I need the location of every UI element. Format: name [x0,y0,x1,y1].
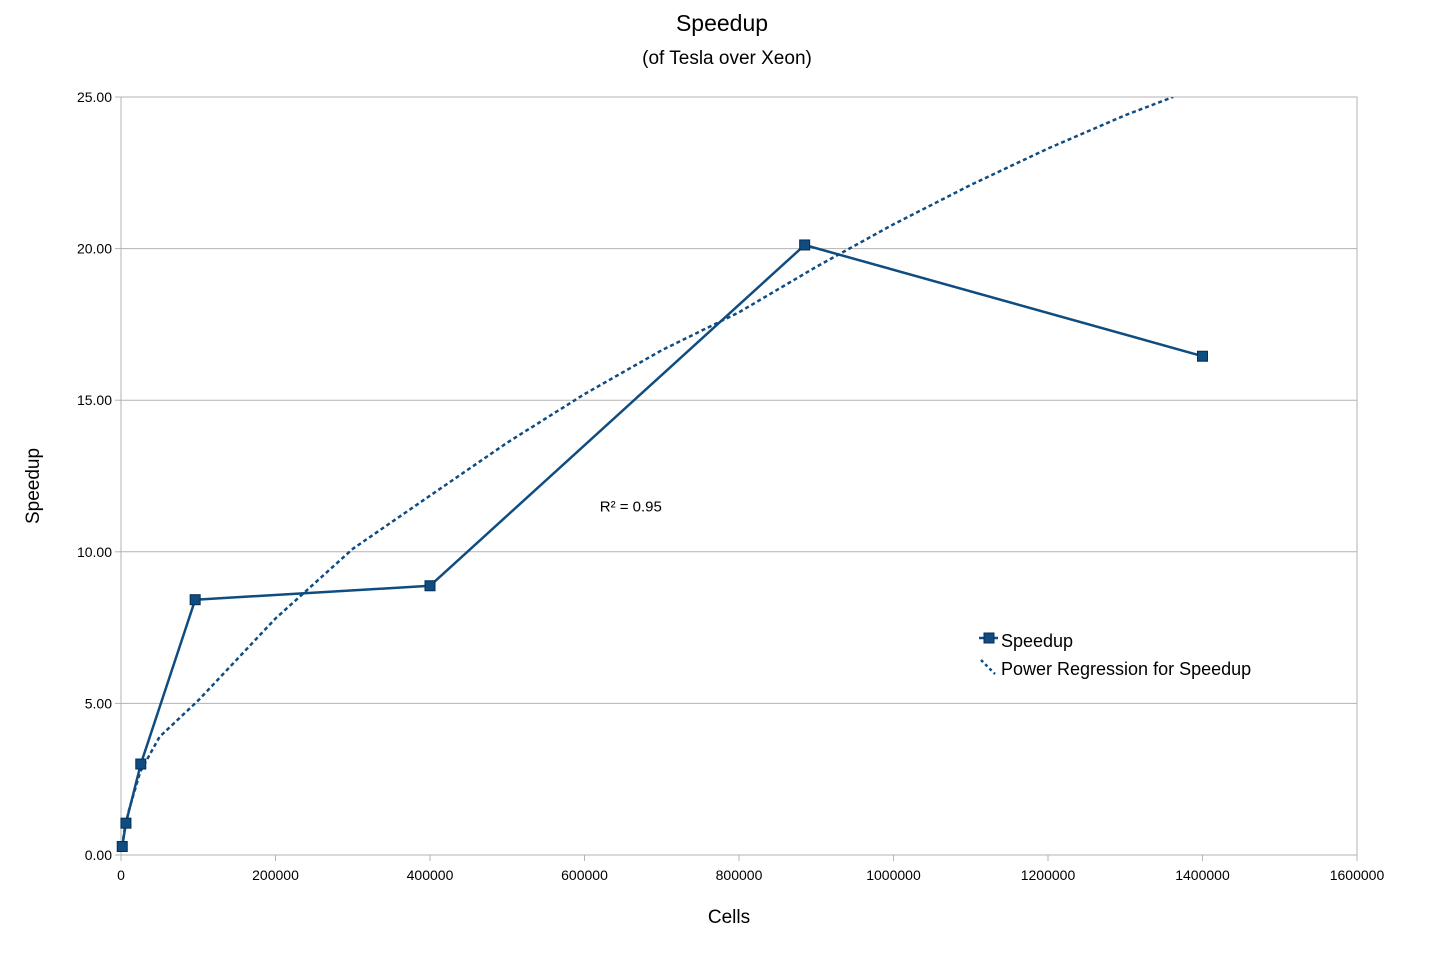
legend-marker-speedup [983,632,995,644]
speedup-data-point [135,758,147,770]
y-tick-label: 0.00 [85,847,112,863]
y-axis-title: Speedup [23,448,44,524]
speedup-data-point [116,841,128,853]
x-axis-title: Cells [708,907,750,928]
legend: Speedup Power Regression for Speedup [979,631,1251,679]
marker-layer [116,239,1208,853]
y-axis-ticks: 0.00 5.00 10.00 15.00 20.00 25.00 [77,89,121,863]
speedup-data-point [799,239,811,251]
x-tick-label: 400000 [407,867,454,883]
speedup-data-point [1197,350,1208,362]
x-axis-ticks: 0 200000 400000 600000 800000 1000000 1200000 1… [117,855,1384,883]
x-tick-label: 1400000 [1175,867,1230,883]
x-tick-label: 1000000 [866,867,921,883]
x-tick-label: 1200000 [1021,867,1076,883]
y-tick-label: 20.00 [77,241,112,257]
r-squared-annotation: R² = 0.95 [600,498,662,515]
x-tick-label: 200000 [252,867,299,883]
speedup-data-point [189,594,201,606]
chart-title: Speedup [676,10,768,36]
legend-swatch-regression [980,659,996,675]
x-tick-label: 0 [117,867,125,883]
regression-series-line [121,97,1174,847]
plot-area-border [120,96,1358,856]
speedup-data-point [424,580,436,592]
speedup-series-line [121,243,1203,847]
y-tick-label: 10.00 [77,544,112,560]
x-tick-label: 600000 [561,867,608,883]
series-layer [121,97,1203,847]
x-tick-label: 800000 [716,867,763,883]
legend-label-regression: Power Regression for Speedup [1001,659,1251,679]
y-tick-label: 5.00 [85,695,112,711]
x-tick-label: 1600000 [1330,867,1385,883]
legend-label-speedup: Speedup [1001,631,1073,651]
chart-subtitle: (of Tesla over Xeon) [642,48,812,69]
speedup-data-point [120,817,132,829]
y-tick-label: 25.00 [77,89,112,105]
y-tick-label: 15.00 [77,392,112,408]
gridlines [121,96,1357,856]
